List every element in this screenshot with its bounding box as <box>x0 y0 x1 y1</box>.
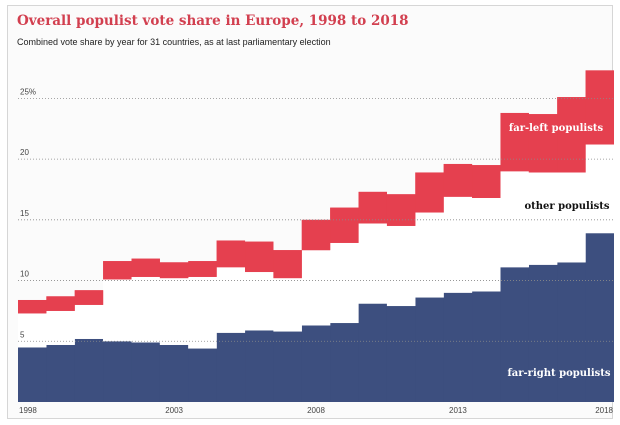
step-far-left-populists-2016 <box>528 114 558 173</box>
step-far-right-populists-2006 <box>245 330 274 402</box>
step-far-right-populists-2012 <box>415 297 444 402</box>
step-other-populists-2017 <box>557 172 586 263</box>
step-far-right-populists-1998 <box>18 347 47 402</box>
x-tick-label-2013: 2013 <box>449 406 467 415</box>
x-tick-label-2003: 2003 <box>165 406 183 415</box>
gridlines <box>18 97 614 342</box>
y-tick-label-10: 10 <box>20 270 29 279</box>
step-other-populists-2010 <box>358 223 387 304</box>
stacked-areas <box>18 70 614 402</box>
step-other-populists-2004 <box>188 276 217 349</box>
x-axis-ticks: 1998 2003 2008 2013 2018 <box>19 406 614 415</box>
step-far-left-populists-2012 <box>415 172 444 213</box>
step-far-right-populists-2011 <box>386 306 416 402</box>
step-other-populists-2015 <box>500 171 529 268</box>
x-tick-label-2008: 2008 <box>307 406 325 415</box>
step-far-right-populists-2002 <box>131 342 160 402</box>
step-far-right-populists-2004 <box>188 348 217 402</box>
y-tick-label-20: 20 <box>20 148 29 157</box>
step-far-left-populists-2004 <box>188 261 217 277</box>
step-far-left-populists-2013 <box>443 163 473 197</box>
x-tick-label-2018: 2018 <box>595 406 613 415</box>
step-other-populists-2016 <box>528 172 558 265</box>
step-far-left-populists-2015 <box>500 112 529 172</box>
y-tick-label-15: 15 <box>20 209 29 218</box>
step-far-right-populists-2016 <box>528 264 558 402</box>
step-other-populists-2012 <box>415 212 444 298</box>
step-far-left-populists-2017 <box>557 97 586 173</box>
step-far-right-populists-2014 <box>472 291 501 402</box>
series-label-far-right: far-right populists <box>507 368 610 379</box>
step-other-populists-2003 <box>159 278 189 345</box>
series-label-far-left: far-left populists <box>509 123 604 134</box>
step-far-left-populists-2018 <box>585 70 614 145</box>
step-other-populists-2014 <box>472 197 501 292</box>
step-far-left-populists-1998 <box>18 299 47 314</box>
step-far-right-populists-2005 <box>216 332 246 402</box>
step-far-right-populists-2008 <box>301 325 331 402</box>
chart-subtitle: Combined vote share by year for 31 count… <box>17 37 331 47</box>
step-other-populists-2002 <box>131 276 160 343</box>
x-tick-label-1998: 1998 <box>19 406 37 415</box>
step-other-populists-2005 <box>216 267 246 333</box>
step-far-left-populists-2006 <box>245 241 274 273</box>
chart-title: Overall populist vote share in Europe, 1… <box>17 13 409 29</box>
y-tick-label-5: 5 <box>20 330 25 339</box>
step-far-left-populists-2010 <box>358 191 387 224</box>
step-other-populists-2006 <box>245 272 274 331</box>
step-far-left-populists-2008 <box>301 219 331 251</box>
step-far-left-populists-2011 <box>386 194 416 226</box>
series-labels: far-left populists other populists far-r… <box>507 123 610 379</box>
step-far-right-populists-2001 <box>103 341 132 402</box>
step-far-right-populists-2010 <box>358 303 387 402</box>
step-far-right-populists-2003 <box>159 344 189 402</box>
step-far-left-populists-2007 <box>273 250 302 279</box>
step-far-left-populists-2014 <box>472 165 501 198</box>
step-other-populists-2011 <box>386 225 416 307</box>
y-tick-label-25: 25% <box>20 87 36 96</box>
step-far-right-populists-1999 <box>46 344 75 402</box>
step-other-populists-2009 <box>330 242 359 324</box>
step-far-left-populists-2005 <box>216 240 246 268</box>
step-far-right-populists-2013 <box>443 292 473 402</box>
step-other-populists-2000 <box>74 304 104 339</box>
step-far-right-populists-2018 <box>585 233 614 402</box>
step-far-left-populists-2002 <box>131 258 160 277</box>
step-far-right-populists-2000 <box>74 338 104 402</box>
step-other-populists-1998 <box>18 313 47 348</box>
step-far-left-populists-2009 <box>330 207 359 243</box>
step-far-right-populists-2009 <box>330 323 359 402</box>
step-other-populists-2013 <box>443 196 473 293</box>
step-other-populists-1999 <box>46 310 75 345</box>
y-axis-ticks: 5 10 15 20 25% <box>20 87 36 339</box>
step-far-right-populists-2007 <box>273 331 302 402</box>
step-far-left-populists-2003 <box>159 262 189 279</box>
step-far-left-populists-1999 <box>46 296 75 311</box>
step-far-left-populists-2001 <box>103 261 132 280</box>
step-far-right-populists-2017 <box>557 262 586 402</box>
step-far-right-populists-2015 <box>500 267 529 402</box>
step-other-populists-2008 <box>301 250 331 326</box>
series-label-other: other populists <box>524 201 609 212</box>
step-far-left-populists-2000 <box>74 290 104 305</box>
step-other-populists-2001 <box>103 279 132 342</box>
step-other-populists-2007 <box>273 278 302 332</box>
